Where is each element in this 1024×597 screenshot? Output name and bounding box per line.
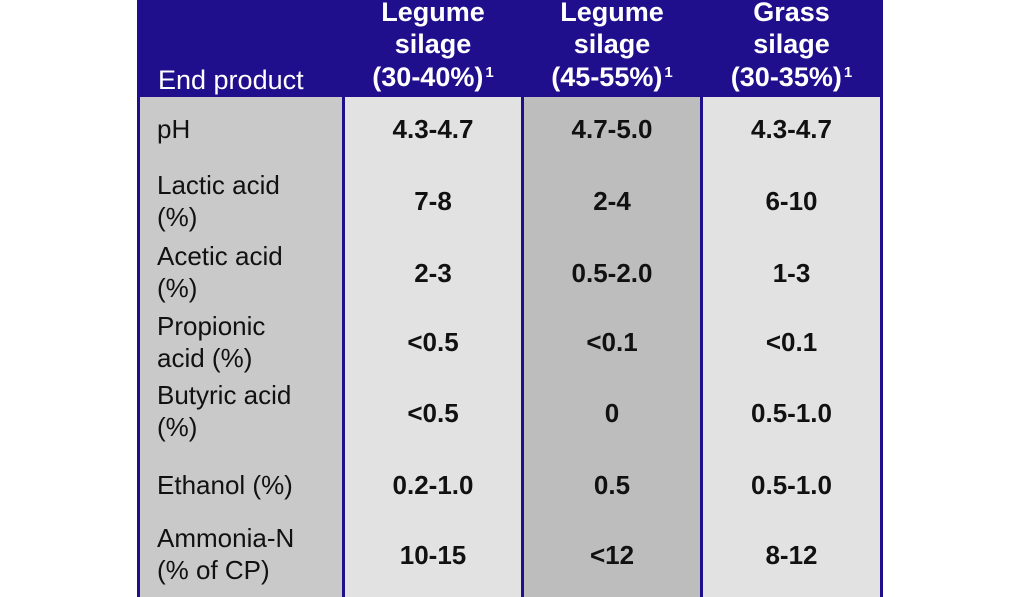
cell-lactic: 6-10 bbox=[765, 186, 818, 216]
header-line1: Legume bbox=[381, 0, 485, 27]
cell-lactic: 2-4 bbox=[593, 186, 631, 216]
cell-ph: 4.3-4.7 bbox=[751, 114, 832, 144]
column-body: 4.3-4.7 7-8 2-3 <0.5 <0.5 0.2-1.0 10-15 bbox=[345, 97, 521, 597]
cell-ethanol: 0.2-1.0 bbox=[392, 470, 474, 500]
cell-butyric: 0 bbox=[604, 398, 620, 428]
header-line3: (30-40%) 1 bbox=[372, 62, 494, 92]
header-line3: (45-55%) 1 bbox=[551, 62, 673, 92]
column-header: Legume silage (30-40%) 1 bbox=[345, 0, 521, 97]
header-line1: Legume bbox=[560, 0, 664, 27]
cell-ammonia: 10-15 bbox=[399, 540, 467, 570]
cell-acetic: 2-3 bbox=[414, 258, 452, 288]
column-legume-45-55: Legume silage (45-55%) 1 4.7-5.0 2-4 0.5-… bbox=[524, 0, 700, 597]
header-line2: silage bbox=[753, 29, 830, 59]
column-grass-30-35: Grass silage (30-35%) 1 4.3-4.7 6-10 1-3 … bbox=[703, 0, 880, 597]
cell-acetic: 1-3 bbox=[772, 258, 811, 288]
silage-end-product-table: End product pH Lactic acid (%) Acetic ac… bbox=[137, 0, 883, 597]
label-column-body: pH Lactic acid (%) Acetic acid (%) Propi… bbox=[140, 97, 342, 597]
label-column-header: End product bbox=[140, 0, 342, 97]
footnote-marker: 1 bbox=[485, 64, 494, 81]
column-header: Grass silage (30-35%) 1 bbox=[703, 0, 880, 97]
header-line1: Grass bbox=[753, 0, 830, 27]
footnote-marker: 1 bbox=[664, 64, 673, 81]
row-label-ph: pH bbox=[157, 114, 191, 144]
footnote-marker: 1 bbox=[843, 64, 853, 81]
column-header: Legume silage (45-55%) 1 bbox=[524, 0, 700, 97]
cell-propionic: <0.1 bbox=[765, 327, 818, 357]
cell-acetic: 0.5-2.0 bbox=[571, 258, 653, 288]
cell-lactic: 7-8 bbox=[414, 186, 452, 216]
cell-propionic: <0.1 bbox=[586, 327, 638, 357]
row-label-butyric: Butyric acid (%) bbox=[157, 380, 292, 442]
label-column: End product pH Lactic acid (%) Acetic ac… bbox=[140, 0, 342, 597]
cell-ammonia: 8-12 bbox=[765, 540, 818, 570]
header-line2: silage bbox=[394, 29, 472, 59]
cell-ph: 4.7-5.0 bbox=[571, 114, 653, 144]
column-body: 4.7-5.0 2-4 0.5-2.0 <0.1 0 0.5 <12 bbox=[524, 97, 700, 597]
header-line2: silage bbox=[573, 29, 651, 59]
cell-ethanol: 0.5-1.0 bbox=[751, 470, 832, 500]
header-line3: (30-35%) 1 bbox=[730, 62, 853, 92]
cell-ph: 4.3-4.7 bbox=[392, 114, 474, 144]
cell-butyric: <0.5 bbox=[407, 398, 459, 428]
cell-ammonia: <12 bbox=[589, 540, 635, 570]
row-label-ethanol: Ethanol (%) bbox=[157, 470, 293, 500]
row-label-propionic: Propionic acid (%) bbox=[157, 311, 266, 373]
row-label-acetic: Acetic acid (%) bbox=[157, 241, 283, 303]
row-label-ammonia: Ammonia-N (% of CP) bbox=[157, 523, 295, 585]
cell-ethanol: 0.5 bbox=[593, 470, 631, 500]
cell-propionic: <0.5 bbox=[407, 327, 459, 357]
column-legume-30-40: Legume silage (30-40%) 1 4.3-4.7 7-8 2-3 … bbox=[345, 0, 521, 597]
column-body: 4.3-4.7 6-10 1-3 <0.1 0.5-1.0 0.5-1.0 8-… bbox=[703, 97, 880, 597]
end-product-heading: End product bbox=[158, 65, 304, 95]
cell-butyric: 0.5-1.0 bbox=[751, 398, 832, 428]
row-label-lactic: Lactic acid (%) bbox=[157, 170, 280, 232]
